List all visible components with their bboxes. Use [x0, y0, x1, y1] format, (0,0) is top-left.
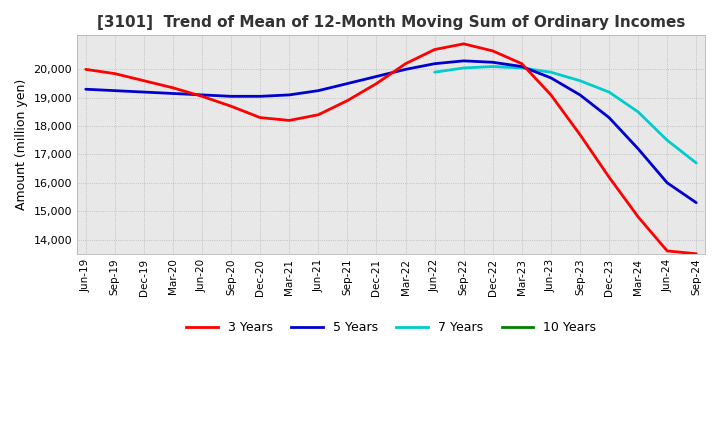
Y-axis label: Amount (million yen): Amount (million yen)	[15, 79, 28, 210]
Title: [3101]  Trend of Mean of 12-Month Moving Sum of Ordinary Incomes: [3101] Trend of Mean of 12-Month Moving …	[96, 15, 685, 30]
Legend: 3 Years, 5 Years, 7 Years, 10 Years: 3 Years, 5 Years, 7 Years, 10 Years	[181, 316, 600, 339]
